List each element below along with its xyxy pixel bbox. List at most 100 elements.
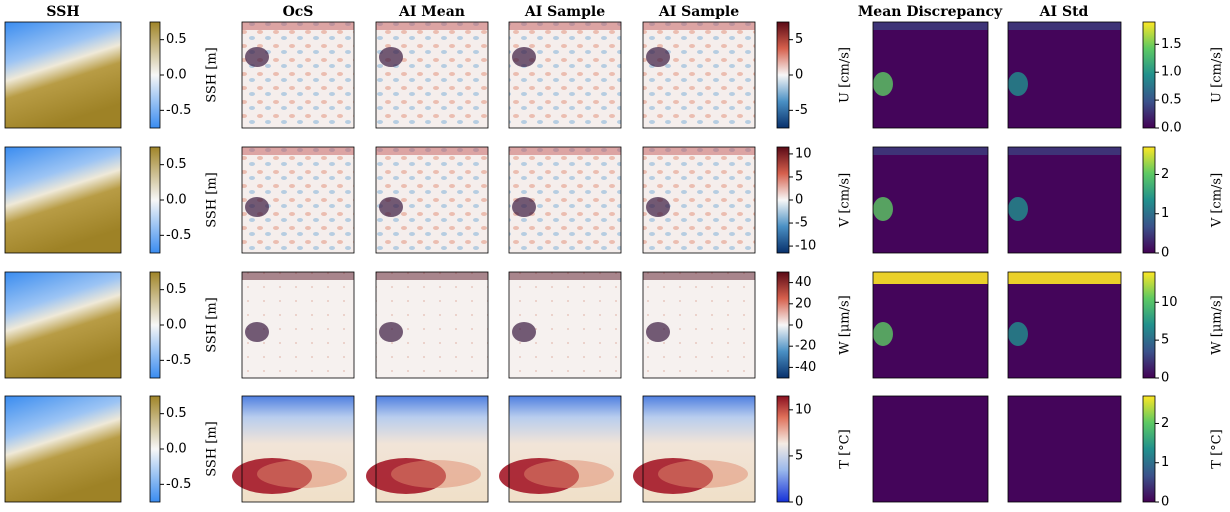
panel-image <box>376 22 488 128</box>
panel-image <box>241 395 355 503</box>
panel-image <box>1008 147 1121 155</box>
panel-feature <box>1008 197 1028 221</box>
panel-image <box>375 146 489 254</box>
colorbar-label: SSH [m] <box>205 47 220 103</box>
panel <box>1007 146 1122 254</box>
colorbar-tick-label: -20 <box>795 339 816 354</box>
panel-image <box>509 22 621 128</box>
colorbar-label: V [cm/s] <box>1210 173 1225 228</box>
panel <box>232 395 355 503</box>
colorbar-tick-label: 0.5 <box>166 32 187 47</box>
panel-image <box>642 271 756 379</box>
panel-image <box>1007 146 1122 254</box>
colorbar <box>776 146 790 254</box>
panel-image <box>242 147 354 155</box>
panel-feature <box>646 47 670 67</box>
panel-image <box>1008 22 1121 30</box>
colorbar-tick-label: -5 <box>795 103 808 118</box>
panel-feature <box>1008 322 1028 346</box>
panel-image <box>376 272 488 280</box>
panel-image <box>375 271 489 379</box>
colorbar-tick-label: 5 <box>795 32 803 47</box>
colorbar <box>149 146 161 254</box>
panel-image <box>1008 396 1121 502</box>
colorbar-tick-label: 5 <box>1161 333 1169 348</box>
panel-image <box>376 147 488 155</box>
colorbar-tick-label: 0.5 <box>166 406 187 421</box>
panel-image <box>873 147 988 253</box>
panel <box>872 395 989 503</box>
panel-image <box>375 395 489 503</box>
colorbar-tick-label: 0 <box>1161 495 1169 509</box>
colorbar-tick-label: 0 <box>795 68 803 83</box>
panel-feature <box>873 322 893 346</box>
panel <box>508 21 622 129</box>
panel <box>642 271 756 379</box>
colorbar-label: W [μm/s] <box>1210 295 1225 354</box>
panel-image <box>509 147 621 155</box>
panel <box>872 271 989 379</box>
panel-feature <box>379 322 403 342</box>
panel <box>4 271 122 379</box>
panel-image <box>5 272 121 378</box>
panel-feature <box>646 322 670 342</box>
panel <box>375 21 489 129</box>
colorbar-tick-label: 0.0 <box>166 193 187 208</box>
column-title: OcS <box>283 4 314 20</box>
colorbar <box>149 395 161 503</box>
colorbar-label: U [cm/s] <box>838 47 853 103</box>
colorbar-tick-label: 5 <box>795 169 803 184</box>
panel <box>4 395 122 503</box>
panel-image <box>872 146 989 254</box>
colorbar-tick-label: 0 <box>795 193 803 208</box>
panel-image <box>4 271 122 379</box>
panel-image <box>509 272 621 280</box>
panel-image <box>873 396 988 502</box>
panel-feature <box>512 47 536 67</box>
colorbar-tick-label: 0.0 <box>1161 121 1182 136</box>
panel-image <box>872 271 989 379</box>
panel-image <box>643 272 755 280</box>
panel-image <box>873 22 988 128</box>
colorbar-tick-label: 0 <box>795 318 803 333</box>
colorbar-tick-label: 1 <box>1161 206 1169 221</box>
panel <box>375 271 489 379</box>
colorbar-tick-label: 0.5 <box>166 282 187 297</box>
colorbar-tick-label: 1.0 <box>1161 65 1182 80</box>
colorbar-label: T [°C] <box>1210 429 1225 468</box>
panel <box>872 146 989 254</box>
panel-image <box>4 21 122 129</box>
panel-image <box>241 271 355 379</box>
panel <box>1007 271 1122 379</box>
colorbar-tick-label: 2 <box>1161 167 1169 182</box>
panel-image <box>5 22 121 128</box>
panel <box>241 21 355 129</box>
panel-image <box>1007 21 1122 129</box>
panel-image <box>509 22 621 30</box>
colorbar <box>149 21 161 129</box>
colorbar-tick-label: 1.5 <box>1161 37 1182 52</box>
panel-image <box>643 147 755 155</box>
colorbar <box>1142 146 1156 254</box>
panel-feature <box>512 322 536 342</box>
panel <box>872 21 989 129</box>
panel-image <box>873 272 988 378</box>
colorbar-label: U [cm/s] <box>1210 47 1225 103</box>
panel-feature <box>658 460 748 488</box>
panel-feature <box>512 197 536 217</box>
panel-feature <box>245 47 269 67</box>
panel-feature <box>379 47 403 67</box>
colorbar-tick-label: 20 <box>795 296 812 311</box>
colorbar-tick-label: -0.5 <box>166 353 191 368</box>
panel-image <box>241 21 355 129</box>
colorbar-tick-label: 10 <box>795 146 812 161</box>
panel <box>642 146 756 254</box>
panel <box>375 146 489 254</box>
column-title: AI Sample <box>524 4 605 20</box>
colorbar-tick-label: 0.0 <box>166 318 187 333</box>
colorbar-tick-label: -0.5 <box>166 477 191 492</box>
panel-image <box>508 21 622 129</box>
panel <box>508 146 622 254</box>
panel-image <box>5 147 121 253</box>
panel-image <box>873 147 988 155</box>
